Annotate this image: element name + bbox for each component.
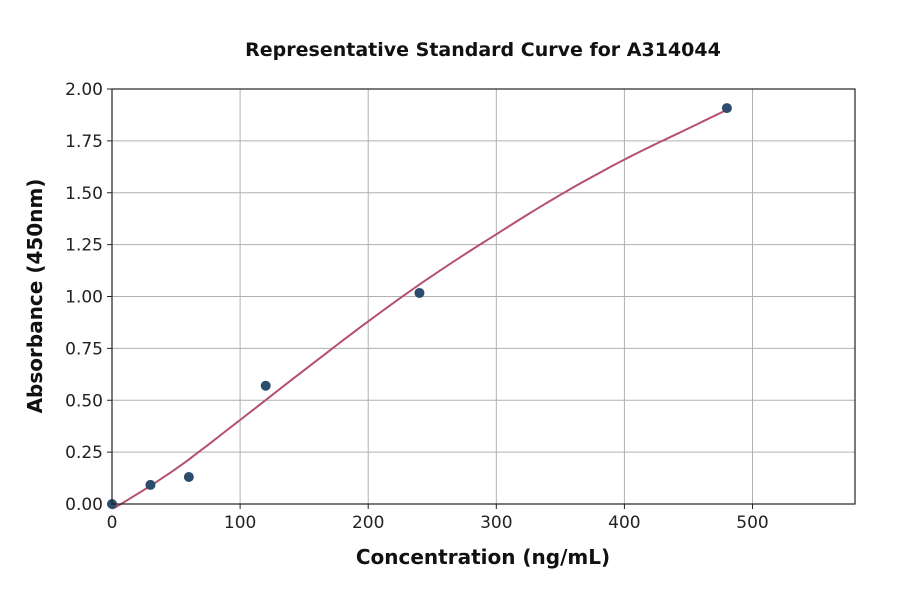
y-tick-label: 0.75 <box>65 339 103 359</box>
chart-title: Representative Standard Curve for A31404… <box>245 39 721 61</box>
y-tick-label: 1.25 <box>65 236 103 256</box>
y-tick-label: 1.75 <box>65 132 103 152</box>
data-points <box>107 103 732 509</box>
y-tick-label: 1.50 <box>65 184 103 204</box>
y-tick-label: 2.00 <box>65 80 103 100</box>
x-tick-label: 400 <box>608 513 640 533</box>
data-point <box>145 479 156 490</box>
fit-curve <box>111 108 728 510</box>
grid <box>111 88 855 505</box>
x-axis-label: Concentration (ng/mL) <box>356 545 610 569</box>
y-tick-label: 0.00 <box>65 495 103 515</box>
y-axis-ticks: 0.00 0.25 0.50 0.75 1.00 1.25 1.50 1.75 2.00 <box>65 80 112 515</box>
x-tick-label: 100 <box>224 513 256 533</box>
data-point <box>414 287 425 298</box>
x-tick-label: 200 <box>352 513 384 533</box>
plot-frame <box>111 88 856 505</box>
x-axis-ticks: 0 100 200 300 400 500 <box>107 504 769 533</box>
data-point <box>721 103 732 114</box>
y-tick-label: 0.25 <box>65 443 103 463</box>
data-point <box>260 380 271 391</box>
y-tick-label: 0.50 <box>65 391 103 411</box>
data-point <box>183 472 194 483</box>
x-tick-label: 500 <box>736 513 768 533</box>
y-axis-label: Absorbance (450nm) <box>23 179 47 414</box>
y-tick-label: 1.00 <box>65 288 103 308</box>
x-tick-label: 0 <box>107 513 118 533</box>
x-tick-label: 300 <box>480 513 512 533</box>
